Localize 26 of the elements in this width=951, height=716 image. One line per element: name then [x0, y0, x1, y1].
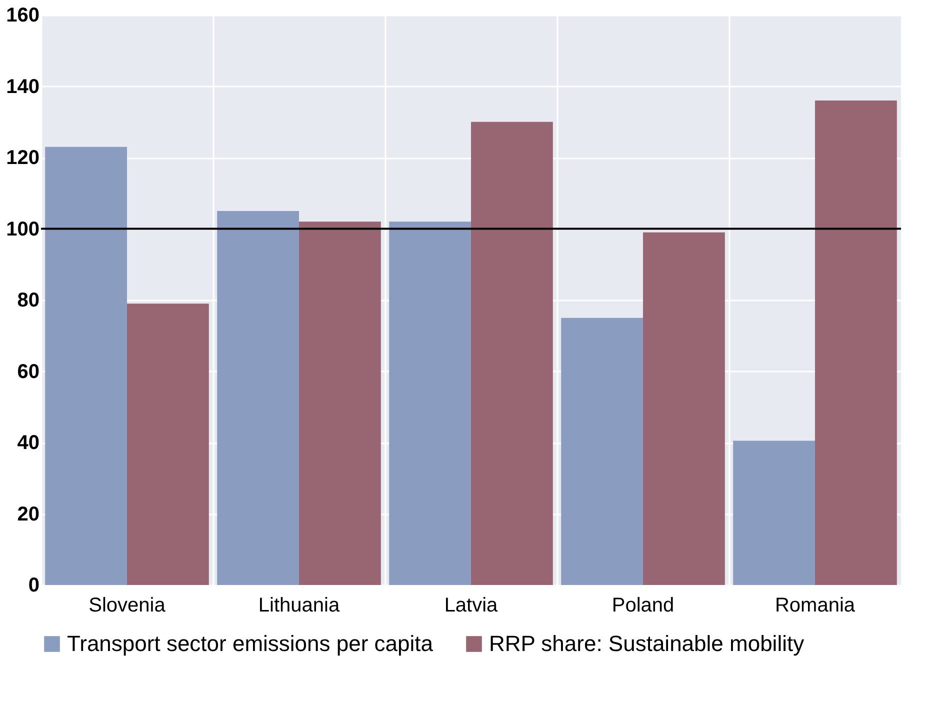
y-tick-label: 120	[6, 147, 40, 169]
bar	[815, 100, 897, 585]
x-tick-label: Poland	[612, 594, 674, 616]
bar	[733, 440, 815, 585]
y-tick-label: 0	[28, 574, 40, 596]
bar	[643, 232, 725, 585]
legend-label: RRP share: Sustainable mobility	[489, 631, 804, 656]
x-tick-label: Romania	[774, 594, 856, 616]
legend-label: Transport sector emissions per capita	[67, 631, 434, 656]
y-tick-label: 140	[6, 76, 40, 98]
x-tick-label: Latvia	[444, 594, 499, 616]
y-tick-label: 160	[6, 4, 40, 26]
y-tick-label: 60	[17, 360, 40, 383]
x-tick-label: Slovenia	[88, 594, 166, 616]
x-tick-label: Lithuania	[258, 594, 340, 616]
y-tick-label: 80	[17, 290, 40, 312]
bar	[389, 222, 471, 585]
bar	[471, 122, 553, 585]
y-tick-label: 40	[17, 432, 40, 454]
bar	[127, 304, 209, 585]
bar	[217, 210, 299, 585]
bar	[299, 222, 381, 585]
bar	[561, 318, 643, 585]
y-tick-label: 20	[17, 503, 40, 526]
y-tick-label: 100	[6, 218, 40, 240]
bar	[45, 146, 127, 585]
